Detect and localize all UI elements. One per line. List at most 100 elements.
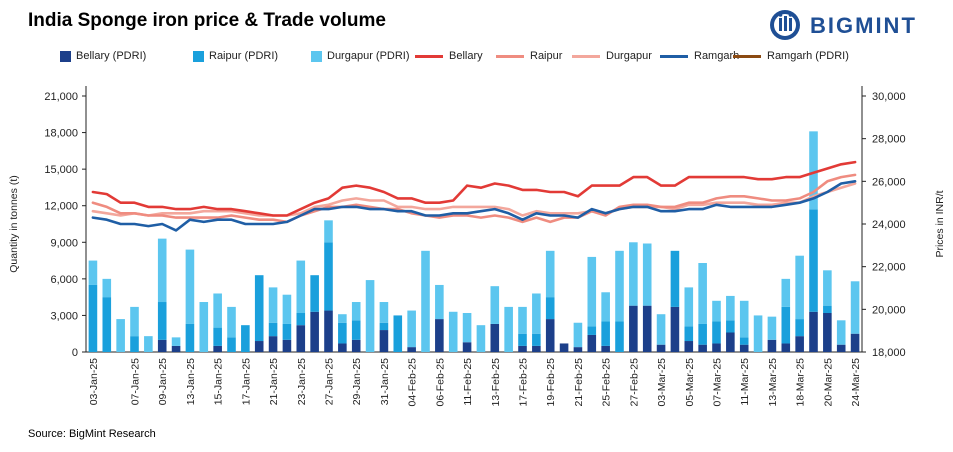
right-tick-label: 30,000 [872, 91, 906, 103]
bar-durgapur-pdri [213, 293, 222, 328]
chart-legend: Bellary (PDRI) Raipur (PDRI) Durgapur (P… [30, 50, 930, 70]
bar-durgapur-pdri [601, 292, 610, 322]
bar-durgapur-pdri [407, 310, 416, 348]
bar-bellary-pdri [545, 319, 555, 352]
bar-bellary-pdri [462, 342, 472, 352]
x-tick-label: 11-Mar-25 [739, 358, 751, 406]
right-tick-label: 28,000 [872, 134, 906, 146]
bar-durgapur-pdri [615, 250, 624, 322]
bar-bellary-pdri [324, 310, 333, 352]
bar-durgapur-pdri [476, 325, 486, 352]
bar-bellary-pdri [781, 343, 791, 352]
bar-durgapur-pdri [324, 220, 333, 243]
bar-durgapur-pdri [753, 315, 763, 352]
x-tick-label: 06-Feb-25 [434, 358, 446, 407]
bar-durgapur-pdri [781, 278, 791, 307]
bar-durgapur-pdri [684, 287, 694, 327]
bar-bellary-pdri [712, 343, 721, 352]
bar-durgapur-pdri [130, 306, 139, 337]
bar-raipur-pdri [670, 250, 680, 307]
bar-durgapur-pdri [629, 242, 638, 306]
bar-raipur-pdri [296, 312, 306, 326]
bar-raipur-pdri [823, 305, 832, 313]
bar-raipur-pdri [338, 322, 347, 344]
legend-item-bellary-pdri: Bellary (PDRI) [60, 50, 146, 62]
bar-durgapur-pdri [490, 286, 500, 324]
bar-raipur-pdri [795, 319, 804, 337]
legend-item-ramgarh-pdri: Ramgarh (PDRI) [733, 50, 849, 62]
bar-bellary-pdri [282, 339, 292, 352]
bar-bellary-pdri [629, 305, 638, 352]
bar-raipur-pdri [393, 315, 403, 352]
line-ramgarh [91, 180, 857, 232]
bar-raipur-pdri [351, 320, 361, 340]
bar-bellary-pdri [698, 344, 707, 352]
bar-durgapur-pdri [227, 306, 236, 338]
legend-swatch [193, 50, 204, 62]
legend-line [415, 54, 443, 58]
legend-label: Bellary (PDRI) [76, 50, 147, 62]
bar-durgapur-pdri [836, 320, 846, 345]
bigmint-logo-icon [770, 10, 800, 40]
bar-durgapur-pdri [739, 300, 749, 338]
legend-label: Raipur [530, 50, 563, 62]
bar-durgapur-pdri [448, 311, 458, 352]
x-tick-label: 11-Feb-25 [462, 358, 474, 406]
bar-raipur-pdri [712, 321, 721, 344]
bar-durgapur-pdri [421, 250, 430, 352]
bar-durgapur-pdri [809, 131, 818, 210]
legend-swatch [60, 50, 71, 62]
bar-durgapur-pdri [823, 270, 832, 306]
legend-item-durgapur: Durgapur [572, 50, 652, 62]
bar-bellary-pdri [850, 333, 860, 352]
bar-durgapur-pdri [532, 293, 541, 334]
left-tick-label: 0 [72, 347, 78, 359]
bar-durgapur-pdri [767, 316, 777, 340]
right-tick-label: 22,000 [872, 262, 906, 274]
left-tick-label: 6,000 [50, 274, 78, 286]
x-tick-label: 25-Feb-25 [601, 358, 613, 407]
x-tick-label: 18-Mar-25 [795, 358, 807, 407]
legend-label: Durgapur [606, 50, 652, 62]
bar-durgapur-pdri [116, 319, 125, 352]
bigmint-logo: BIGMINT [768, 8, 948, 42]
x-tick-label: 17-Feb-25 [518, 358, 530, 407]
bar-bellary-pdri [351, 339, 361, 352]
bar-bellary-pdri [642, 305, 652, 352]
legend-swatch [311, 50, 322, 62]
bar-raipur-pdri [684, 326, 694, 342]
bar-durgapur-pdri [518, 306, 527, 334]
bar-raipur-pdri [726, 320, 735, 333]
bar-bellary-pdri [656, 344, 666, 352]
bar-durgapur-pdri [144, 336, 153, 352]
source-note: Source: BigMint Research [28, 428, 156, 440]
left-tick-label: 15,000 [44, 164, 78, 176]
bar-raipur-pdri [587, 326, 597, 335]
x-tick-label: 20-Mar-25 [822, 358, 834, 407]
legend-item-raipur-pdri: Raipur (PDRI) [193, 50, 278, 62]
legend-item-durgapur-pdri: Durgapur (PDRI) [311, 50, 410, 62]
legend-label: Raipur (PDRI) [209, 50, 279, 62]
bar-raipur-pdri [781, 306, 791, 344]
left-tick-label: 21,000 [44, 91, 78, 103]
bar-bellary-pdri [490, 323, 500, 352]
left-tick-label: 9,000 [50, 237, 78, 249]
x-tick-label: 21-Feb-25 [573, 358, 585, 407]
bar-raipur-pdri [157, 302, 167, 340]
bar-durgapur-pdri [642, 243, 652, 306]
bar-raipur-pdri [545, 297, 555, 320]
bar-raipur-pdri [268, 322, 278, 337]
x-tick-label: 07-Mar-25 [712, 358, 724, 407]
x-tick-label: 15-Jan-25 [213, 358, 225, 405]
bar-bellary-pdri [379, 330, 389, 352]
bar-bellary-pdri [573, 347, 583, 352]
bar-raipur-pdri [130, 336, 139, 352]
line-raipur [91, 173, 857, 224]
legend-line [733, 54, 761, 58]
bar-durgapur-pdri [573, 322, 583, 348]
bar-durgapur-pdri [656, 314, 666, 345]
bar-durgapur-pdri [504, 306, 513, 352]
left-tick-label: 3,000 [50, 310, 78, 322]
bar-durgapur-pdri [338, 314, 347, 323]
x-tick-label: 29-Jan-25 [351, 358, 363, 405]
